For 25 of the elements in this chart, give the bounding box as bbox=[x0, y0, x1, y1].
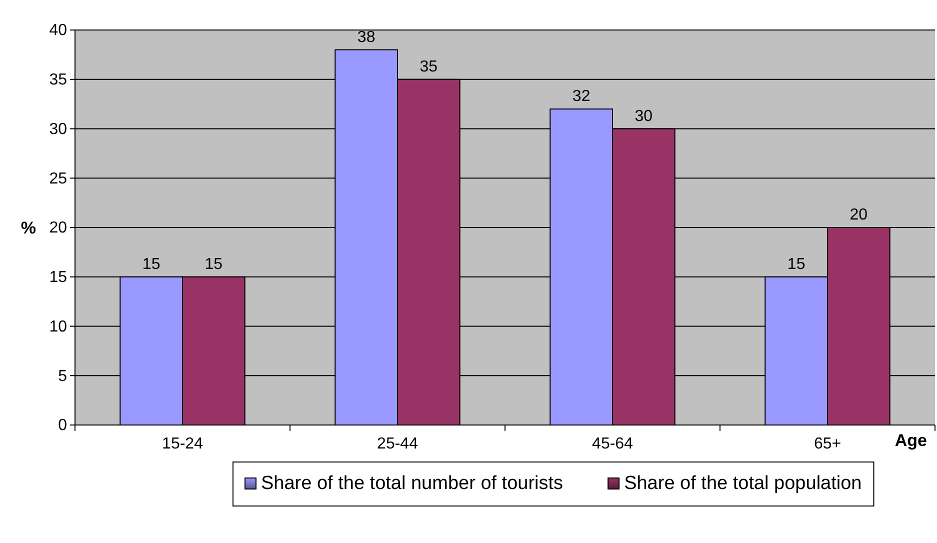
y-tick-label: 35 bbox=[49, 71, 68, 88]
x-axis-title: Age bbox=[894, 431, 927, 450]
data-label: 30 bbox=[634, 108, 653, 125]
data-label: 20 bbox=[850, 206, 868, 224]
data-label: 15 bbox=[204, 256, 223, 273]
y-tick-label: 0 bbox=[58, 417, 68, 434]
y-tick-label: 40 bbox=[49, 22, 68, 40]
data-label: 15 bbox=[787, 256, 806, 273]
y-tick-label: 10 bbox=[49, 318, 68, 336]
data-label: 32 bbox=[572, 88, 590, 105]
y-tick-label: 30 bbox=[49, 120, 68, 138]
x-tick-label: 65+ bbox=[814, 435, 842, 452]
data-label: 15 bbox=[142, 256, 160, 273]
legend-label: Share of the total population bbox=[624, 473, 862, 494]
x-tick-label: 15-24 bbox=[162, 435, 204, 452]
x-tick-label: 25-44 bbox=[377, 435, 418, 452]
y-tick-label: 15 bbox=[49, 268, 68, 286]
data-label: 38 bbox=[357, 28, 376, 46]
data-label: 35 bbox=[420, 58, 438, 76]
y-tick-label: 5 bbox=[58, 368, 68, 385]
y-axis-title: % bbox=[20, 218, 36, 238]
y-tick-label: 25 bbox=[49, 170, 68, 188]
x-tick-label: 45-64 bbox=[592, 435, 634, 452]
legend-label: Share of the total number of tourists bbox=[261, 473, 564, 494]
y-tick-label: 20 bbox=[49, 220, 68, 237]
